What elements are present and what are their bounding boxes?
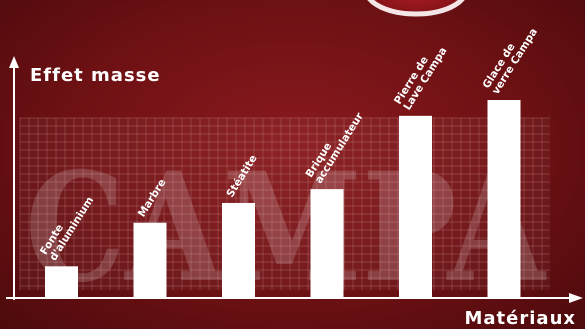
bar: [487, 100, 521, 298]
bar: [133, 222, 167, 298]
axes: [6, 56, 583, 303]
campa-emblem-icon: [367, 0, 465, 17]
bar: [222, 202, 255, 298]
x-axis-arrow-icon: [569, 293, 583, 303]
bar: [310, 189, 344, 298]
category-label: Pierre deLave Campa: [392, 39, 450, 112]
category-label: Glace deverre Campa: [481, 20, 540, 96]
watermark-text: CAMPA: [25, 140, 547, 316]
y-axis-title: Effet masse: [30, 65, 161, 86]
bars-group: [45, 100, 521, 298]
x-axis-title: Matériaux: [465, 308, 577, 329]
grid-background: [20, 118, 550, 290]
y-axis-arrow-icon: [9, 56, 19, 68]
bar: [399, 115, 432, 298]
bar: [45, 266, 78, 298]
chart-grid: [19, 117, 550, 290]
